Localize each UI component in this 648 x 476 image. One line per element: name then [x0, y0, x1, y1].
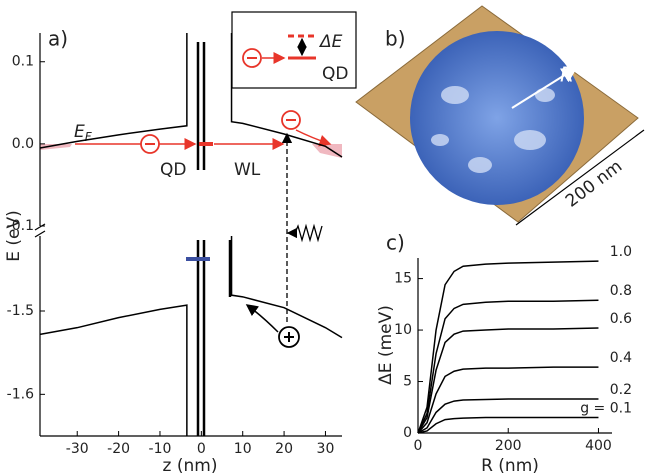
x-axis-label: z (nm) [163, 456, 218, 476]
y-tick-label: -1.5 [7, 303, 34, 319]
inset-delta: ΔE [318, 32, 343, 52]
x-axis-label: R (nm) [481, 456, 539, 476]
y-tick-label: 0.0 [12, 136, 34, 152]
inset-qd: QD [322, 64, 348, 84]
curve [40, 305, 187, 436]
y-axis-label: ΔE (meV) [376, 305, 396, 385]
qd-label: QD [160, 160, 186, 180]
x-tick-label: -30 [66, 441, 89, 457]
y-tick-label: 10 [394, 322, 412, 338]
y-tick-label: 15 [394, 271, 412, 287]
curve [418, 261, 598, 433]
fermi-e: E [74, 122, 85, 142]
y-tick-label: 0 [403, 425, 412, 441]
curve [418, 399, 598, 433]
curve-label: 0.6 [610, 311, 632, 327]
fermi-sub: F [85, 130, 93, 144]
x-tick-label: -20 [107, 441, 130, 457]
y-tick-label: 0.1 [12, 54, 34, 70]
figure: a) EF QD WL ΔE QD E (eV) z (nm) b) R 200… [0, 0, 648, 476]
y-tick-label: 5 [403, 374, 412, 390]
x-tick-label: 30 [317, 441, 335, 457]
panel-label: c) [386, 231, 405, 255]
x-tick-label: 0 [197, 441, 206, 457]
curve-label: 0.4 [610, 350, 632, 366]
curve-label: 0.2 [610, 382, 632, 398]
x-tick-label: 200 [495, 438, 522, 454]
y-tick-label: -1.6 [7, 386, 34, 402]
curve-label: 0.8 [610, 283, 632, 299]
curve [418, 367, 598, 433]
wl-label: WL [234, 160, 261, 180]
panel-label: a) [48, 27, 68, 51]
x-tick-label: 20 [275, 441, 293, 457]
curve-label: 1.0 [610, 244, 632, 260]
x-tick-label: 0 [414, 438, 423, 454]
x-tick-label: 400 [585, 438, 612, 454]
radius-label: R [560, 63, 574, 87]
curve-label: g = 0.1 [580, 401, 632, 417]
x-tick-label: -10 [149, 441, 172, 457]
panel-a-decor [35, 12, 356, 436]
x-tick-label: 10 [234, 441, 252, 457]
panel-label: b) [385, 27, 406, 51]
y-tick-label: -0.1 [7, 218, 34, 234]
